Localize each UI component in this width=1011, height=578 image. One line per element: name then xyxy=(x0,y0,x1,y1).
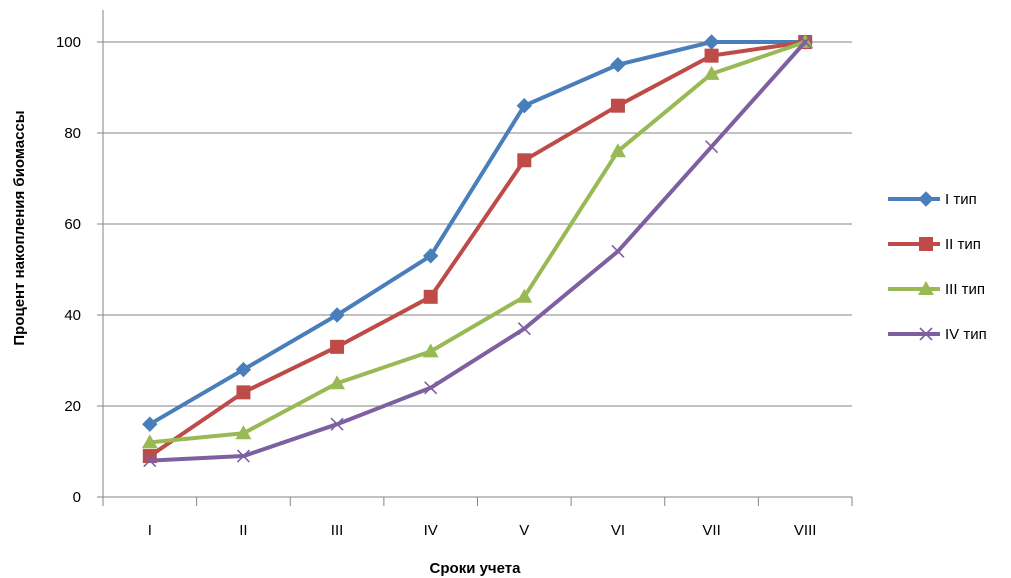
y-tick-label: 80 xyxy=(64,125,81,142)
series-line xyxy=(147,40,808,445)
gridlines xyxy=(103,41,852,407)
legend-entry: III тип xyxy=(888,281,985,298)
legend-label: II тип xyxy=(945,236,981,253)
data-point xyxy=(610,98,625,113)
y-tick-label: 60 xyxy=(64,216,81,233)
legend-marker xyxy=(918,281,934,295)
data-point xyxy=(703,65,720,80)
data-point xyxy=(517,322,531,336)
x-axis-title: Сроки учета xyxy=(430,560,522,577)
x-tick-label: VII xyxy=(702,522,720,539)
x-tick-label: II xyxy=(239,522,247,539)
x-tick-label: VIII xyxy=(794,522,817,539)
legend-entry: IV тип xyxy=(888,326,987,343)
data-point xyxy=(330,339,345,354)
series-1 xyxy=(142,34,813,432)
legend-label: I тип xyxy=(945,191,977,208)
y-tick-labels: 0 20 40 60 80 100 xyxy=(56,34,81,506)
legend-marker xyxy=(919,327,933,341)
data-point xyxy=(422,248,439,264)
data-point xyxy=(609,143,626,158)
data-point xyxy=(329,307,345,323)
y-tick-label: 0 xyxy=(73,489,81,506)
legend-label: IV тип xyxy=(945,326,987,343)
data-point xyxy=(235,361,252,378)
y-tick-label: 40 xyxy=(64,307,81,324)
series-line xyxy=(147,40,808,459)
data-point xyxy=(424,381,438,395)
y-tick-label: 20 xyxy=(64,398,81,415)
data-point xyxy=(704,48,719,63)
data-point xyxy=(798,35,812,49)
y-axis-title: Процент накопления биомассы xyxy=(11,110,28,345)
legend-entry: II тип xyxy=(888,236,981,253)
series-line xyxy=(147,40,808,427)
data-point xyxy=(330,417,344,431)
series-4 xyxy=(143,35,812,468)
data-point xyxy=(516,97,533,114)
series-2 xyxy=(142,35,813,464)
data-point xyxy=(143,454,157,468)
data-point xyxy=(142,416,158,432)
data-point xyxy=(516,288,533,303)
y-tick-label: 100 xyxy=(56,34,81,51)
data-point xyxy=(422,343,439,358)
data-point xyxy=(611,244,625,258)
data-point xyxy=(236,385,251,400)
data-point xyxy=(423,289,438,304)
x-tick-label: I xyxy=(148,522,152,539)
legend-marker xyxy=(918,191,934,207)
legend-entry: I тип xyxy=(888,191,977,208)
x-tick-label: VI xyxy=(611,522,625,539)
data-point xyxy=(610,57,626,73)
axes xyxy=(97,10,853,506)
series-line xyxy=(147,40,808,463)
data-point xyxy=(704,140,719,154)
data-point xyxy=(236,449,251,463)
data-point xyxy=(235,425,252,440)
legend: I тип II тип III тип IV тип xyxy=(888,191,987,343)
x-tick-label: III xyxy=(331,522,344,539)
series-layer xyxy=(141,34,814,468)
series-3 xyxy=(141,34,814,449)
data-point xyxy=(141,434,158,449)
x-tick-label: V xyxy=(519,522,529,539)
x-tick-labels: I II III IV V VI VII VIII xyxy=(148,522,817,539)
legend-label: III тип xyxy=(945,281,985,298)
data-point xyxy=(329,375,346,390)
legend-marker xyxy=(919,237,933,251)
x-tick-label: IV xyxy=(424,522,438,539)
data-point xyxy=(517,153,532,168)
data-point xyxy=(703,34,720,50)
